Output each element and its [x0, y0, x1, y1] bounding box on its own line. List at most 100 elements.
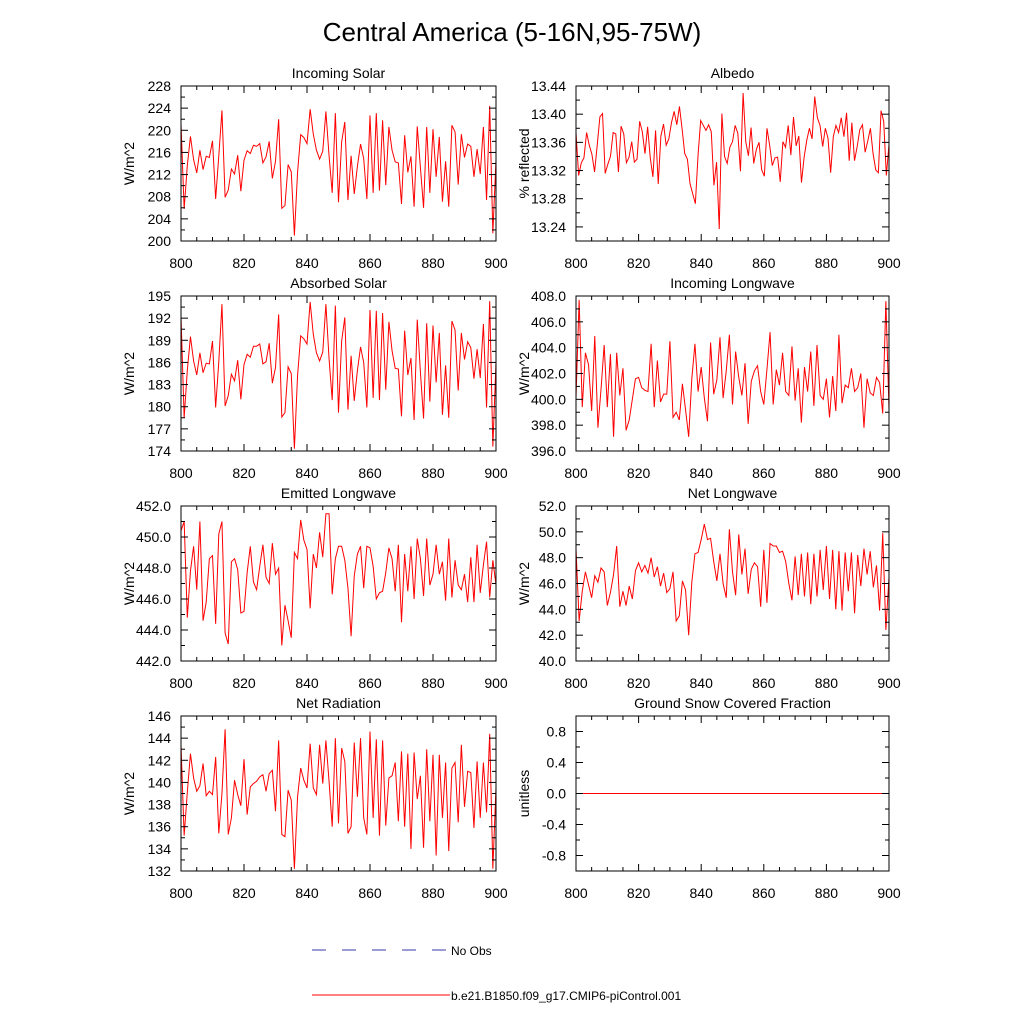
x-tick-label: 840 — [295, 675, 319, 691]
legend-obs-label: No Obs — [451, 944, 492, 958]
y-tick-label: 406.0 — [531, 314, 566, 330]
x-tick-label: 800 — [564, 675, 588, 691]
y-tick-label: 142 — [148, 752, 172, 768]
data-series-line — [575, 93, 890, 230]
y-tick-label: 144 — [148, 730, 172, 746]
x-tick-label: 900 — [877, 255, 901, 271]
y-tick-label: 177 — [148, 421, 172, 437]
y-tick-label: 220 — [148, 122, 172, 138]
x-tick-label: 900 — [877, 885, 901, 901]
y-tick-label: 136 — [148, 819, 172, 835]
y-tick-label: 442.0 — [136, 653, 171, 669]
y-tick-label: 140 — [148, 774, 172, 790]
y-tick-label: 216 — [148, 144, 172, 160]
x-tick-label: 800 — [169, 675, 193, 691]
y-tick-label: -0.4 — [542, 817, 566, 833]
panel-title: Emitted Longwave — [281, 485, 396, 501]
y-axis-label: W/m^2 — [516, 352, 532, 395]
x-tick-label: 820 — [627, 675, 651, 691]
x-tick-label: 840 — [690, 885, 714, 901]
y-tick-label: 404.0 — [531, 340, 566, 356]
data-series-line — [575, 523, 890, 636]
y-tick-label: 195 — [148, 288, 172, 304]
y-tick-label: 204 — [148, 211, 172, 227]
x-tick-label: 860 — [752, 465, 776, 481]
x-tick-label: 800 — [564, 885, 588, 901]
x-tick-label: 800 — [169, 465, 193, 481]
panel-1: Incoming Solar W/m^2 800 820 840 860 880 900 200… — [121, 65, 508, 271]
x-tick-label: 840 — [295, 255, 319, 271]
y-tick-label: 13.44 — [531, 78, 566, 94]
y-tick-label: 212 — [148, 167, 172, 183]
x-tick-label: 880 — [421, 885, 445, 901]
y-tick-label: 400.0 — [531, 391, 566, 407]
x-tick-label: 900 — [484, 465, 508, 481]
y-tick-label: 408.0 — [531, 288, 566, 304]
y-tick-label: 183 — [148, 377, 172, 393]
x-tick-label: 840 — [690, 675, 714, 691]
x-tick-label: 840 — [295, 465, 319, 481]
panels: Incoming Solar W/m^2 800 820 840 860 880 900 200… — [121, 65, 901, 901]
x-tick-label: 820 — [627, 465, 651, 481]
y-tick-label: 46.0 — [539, 576, 566, 592]
plot-frame — [180, 85, 497, 242]
x-tick-label: 840 — [690, 465, 714, 481]
y-tick-label: 42.0 — [539, 627, 566, 643]
y-tick-label: 448.0 — [136, 560, 171, 576]
y-tick-label: 0.0 — [547, 786, 567, 802]
x-tick-label: 820 — [232, 675, 256, 691]
plot-frame — [575, 85, 890, 242]
x-tick-label: 880 — [815, 675, 839, 691]
y-axis-label: % reflected — [516, 128, 532, 198]
panel-2: Albedo % reflected 800 820 840 860 880 900 13.24… — [516, 65, 901, 271]
y-tick-label: 396.0 — [531, 443, 566, 459]
y-tick-label: 138 — [148, 797, 172, 813]
panel-title: Ground Snow Covered Fraction — [634, 695, 831, 711]
x-tick-label: 820 — [232, 885, 256, 901]
y-tick-label: 44.0 — [539, 601, 566, 617]
data-series-line — [575, 299, 890, 437]
plot-frame — [575, 505, 890, 662]
x-tick-label: 880 — [421, 465, 445, 481]
legend-model-label: b.e21.B1850.f09_g17.CMIP6-piControl.001 — [451, 989, 681, 1003]
x-tick-label: 900 — [484, 675, 508, 691]
x-tick-label: 800 — [564, 465, 588, 481]
y-axis-label: W/m^2 — [516, 562, 532, 605]
x-tick-label: 800 — [564, 255, 588, 271]
y-tick-label: 444.0 — [136, 622, 171, 638]
y-tick-label: 398.0 — [531, 417, 566, 433]
y-tick-label: 13.28 — [531, 191, 566, 207]
y-axis-label: W/m^2 — [121, 772, 137, 815]
x-tick-label: 820 — [232, 255, 256, 271]
y-tick-label: 48.0 — [539, 550, 566, 566]
y-axis-label: W/m^2 — [121, 562, 137, 605]
y-tick-label: 134 — [148, 841, 172, 857]
data-series-line — [180, 513, 497, 646]
x-tick-label: 900 — [484, 255, 508, 271]
y-tick-label: -0.8 — [542, 848, 566, 864]
panel-5: Emitted Longwave W/m^2 800 820 840 860 880 900 4… — [121, 485, 508, 691]
y-tick-label: 228 — [148, 78, 172, 94]
panel-title: Albedo — [711, 65, 755, 81]
panel-title: Incoming Solar — [292, 65, 386, 81]
x-tick-label: 820 — [627, 885, 651, 901]
y-tick-label: 146 — [148, 708, 172, 724]
panel-8: Ground Snow Covered Fraction unitless 800 8… — [516, 695, 901, 901]
y-tick-label: 52.0 — [539, 498, 566, 514]
y-tick-label: 192 — [148, 310, 172, 326]
x-tick-label: 820 — [627, 255, 651, 271]
x-tick-label: 880 — [815, 465, 839, 481]
x-tick-label: 880 — [421, 255, 445, 271]
y-tick-label: 13.40 — [531, 106, 566, 122]
y-tick-label: 186 — [148, 354, 172, 370]
panel-title: Net Longwave — [688, 485, 778, 501]
y-axis-label: unitless — [516, 770, 532, 817]
y-tick-label: 208 — [148, 189, 172, 205]
y-axis-label: W/m^2 — [121, 352, 137, 395]
plot-frame — [180, 295, 497, 452]
y-tick-label: 132 — [148, 863, 172, 879]
x-tick-label: 860 — [358, 255, 382, 271]
x-tick-label: 840 — [295, 885, 319, 901]
